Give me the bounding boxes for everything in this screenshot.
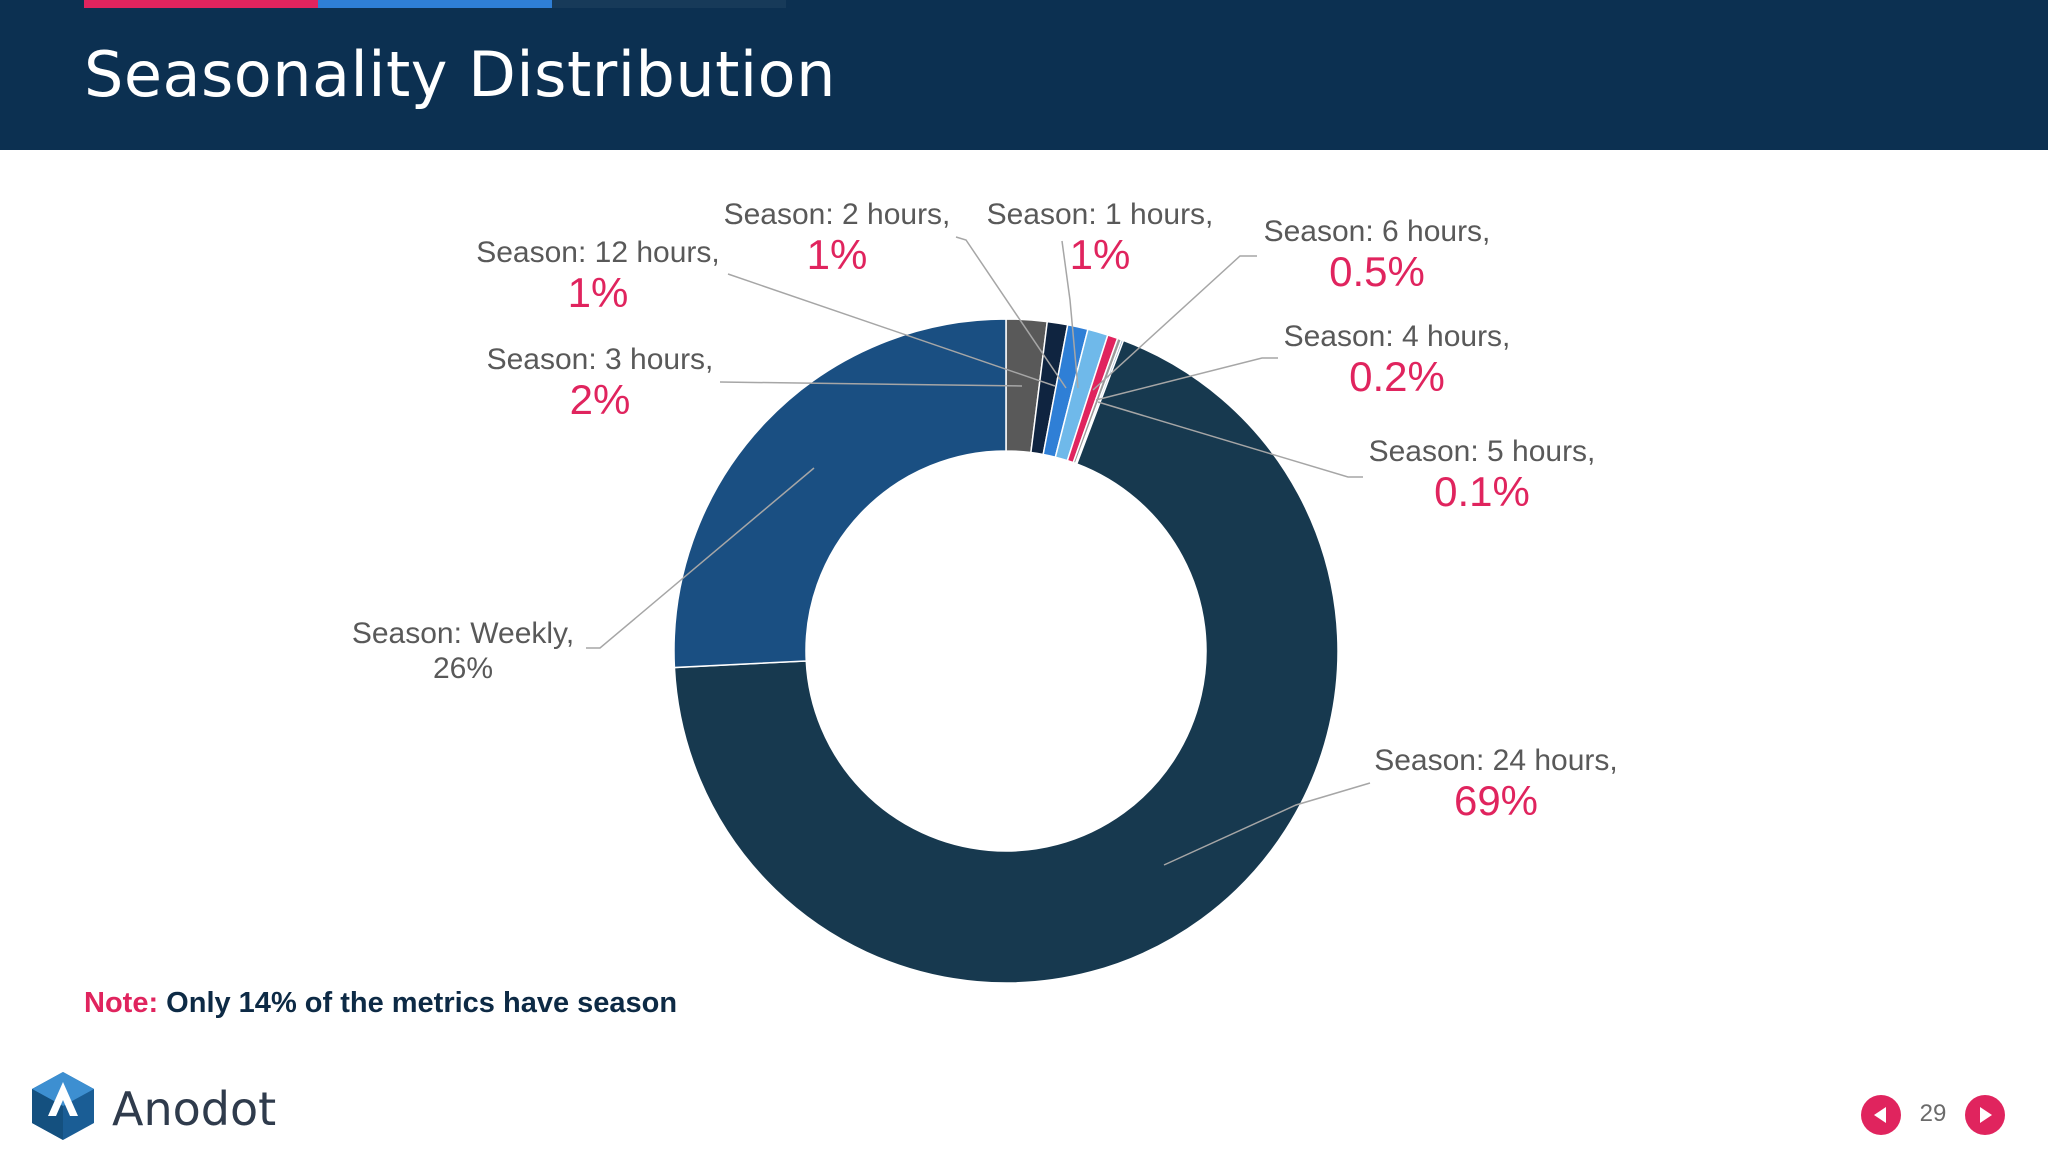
slice-value-season-5-hours: 0.1% <box>1434 468 1530 515</box>
page-number: 29 <box>1919 1100 1947 1127</box>
leader-line-season-6-hours <box>1092 255 1257 391</box>
slice-value-season-4-hours: 0.2% <box>1349 353 1445 400</box>
next-slide-button[interactable] <box>1965 1095 2005 1135</box>
slide-title: Seasonality Distribution <box>84 38 836 111</box>
accent-bar-navy <box>552 0 786 8</box>
leader-line-season-1-hours <box>1061 240 1079 389</box>
note-label: Note: <box>84 987 159 1019</box>
leader-lines <box>586 236 1371 866</box>
prev-slide-button[interactable] <box>1861 1095 1901 1135</box>
slice-value-season-6-hours: 0.5% <box>1329 248 1425 295</box>
accent-bar-red <box>84 0 318 8</box>
slice-label-season-12-hours: Season: 12 hours, <box>476 236 720 269</box>
slice-label-season-1-hours: Season: 1 hours, <box>987 198 1214 231</box>
triangle-right-icon <box>1980 1107 1992 1123</box>
slice-value-season-1-hours: 1% <box>1070 231 1131 278</box>
slice-label-season-weekly: Season: Weekly, <box>352 617 574 650</box>
slice-value-season-12-hours: 1% <box>568 269 629 316</box>
slice-labels: Season: 24 hours,69% Season: Weekly,26% Se… <box>352 198 1618 824</box>
donut-slices <box>673 318 1339 984</box>
slice-label-season-2-hours: Season: 2 hours, <box>724 198 951 231</box>
leader-line-season-4-hours <box>1095 357 1278 401</box>
slice-label-season-6-hours: Season: 6 hours, <box>1264 215 1491 248</box>
leader-line-season-24-hours <box>1163 782 1371 866</box>
triangle-left-icon <box>1874 1107 1886 1123</box>
slide-header: Seasonality Distribution <box>0 0 2048 150</box>
slice-label-season-4-hours: Season: 4 hours, <box>1284 320 1511 353</box>
leader-line-season-3-hours <box>719 381 1023 387</box>
accent-bar-blue <box>318 0 552 8</box>
slice-value-season-2-hours: 1% <box>807 231 868 278</box>
slice-value-season-3-hours: 2% <box>570 376 631 423</box>
anodot-logo-icon <box>32 1072 94 1140</box>
brand-name: Anodot <box>112 1082 277 1136</box>
slice-value-season-24-hours: 69% <box>1454 777 1538 824</box>
footnote: Note: Only 14% of the metrics have seaso… <box>84 987 677 1020</box>
slice-label-season-3-hours: Season: 3 hours, <box>487 343 714 376</box>
slice-value-season-weekly: 26% <box>433 652 493 685</box>
leader-line-season-2-hours <box>955 236 1067 389</box>
donut-chart: Season: 24 hours,69% Season: Weekly,26% Se… <box>352 198 1618 984</box>
leader-line-season-weekly <box>586 467 815 649</box>
note-text: Only 14% of the metrics have season <box>158 987 678 1019</box>
slice-label-season-24-hours: Season: 24 hours, <box>1374 744 1618 777</box>
leader-line-season-5-hours <box>1097 401 1363 478</box>
slice-label-season-5-hours: Season: 5 hours, <box>1369 435 1596 468</box>
slice-season-24-hours <box>673 339 1339 984</box>
slice-season-weekly <box>673 318 1007 669</box>
leader-line-season-12-hours <box>727 273 1056 387</box>
